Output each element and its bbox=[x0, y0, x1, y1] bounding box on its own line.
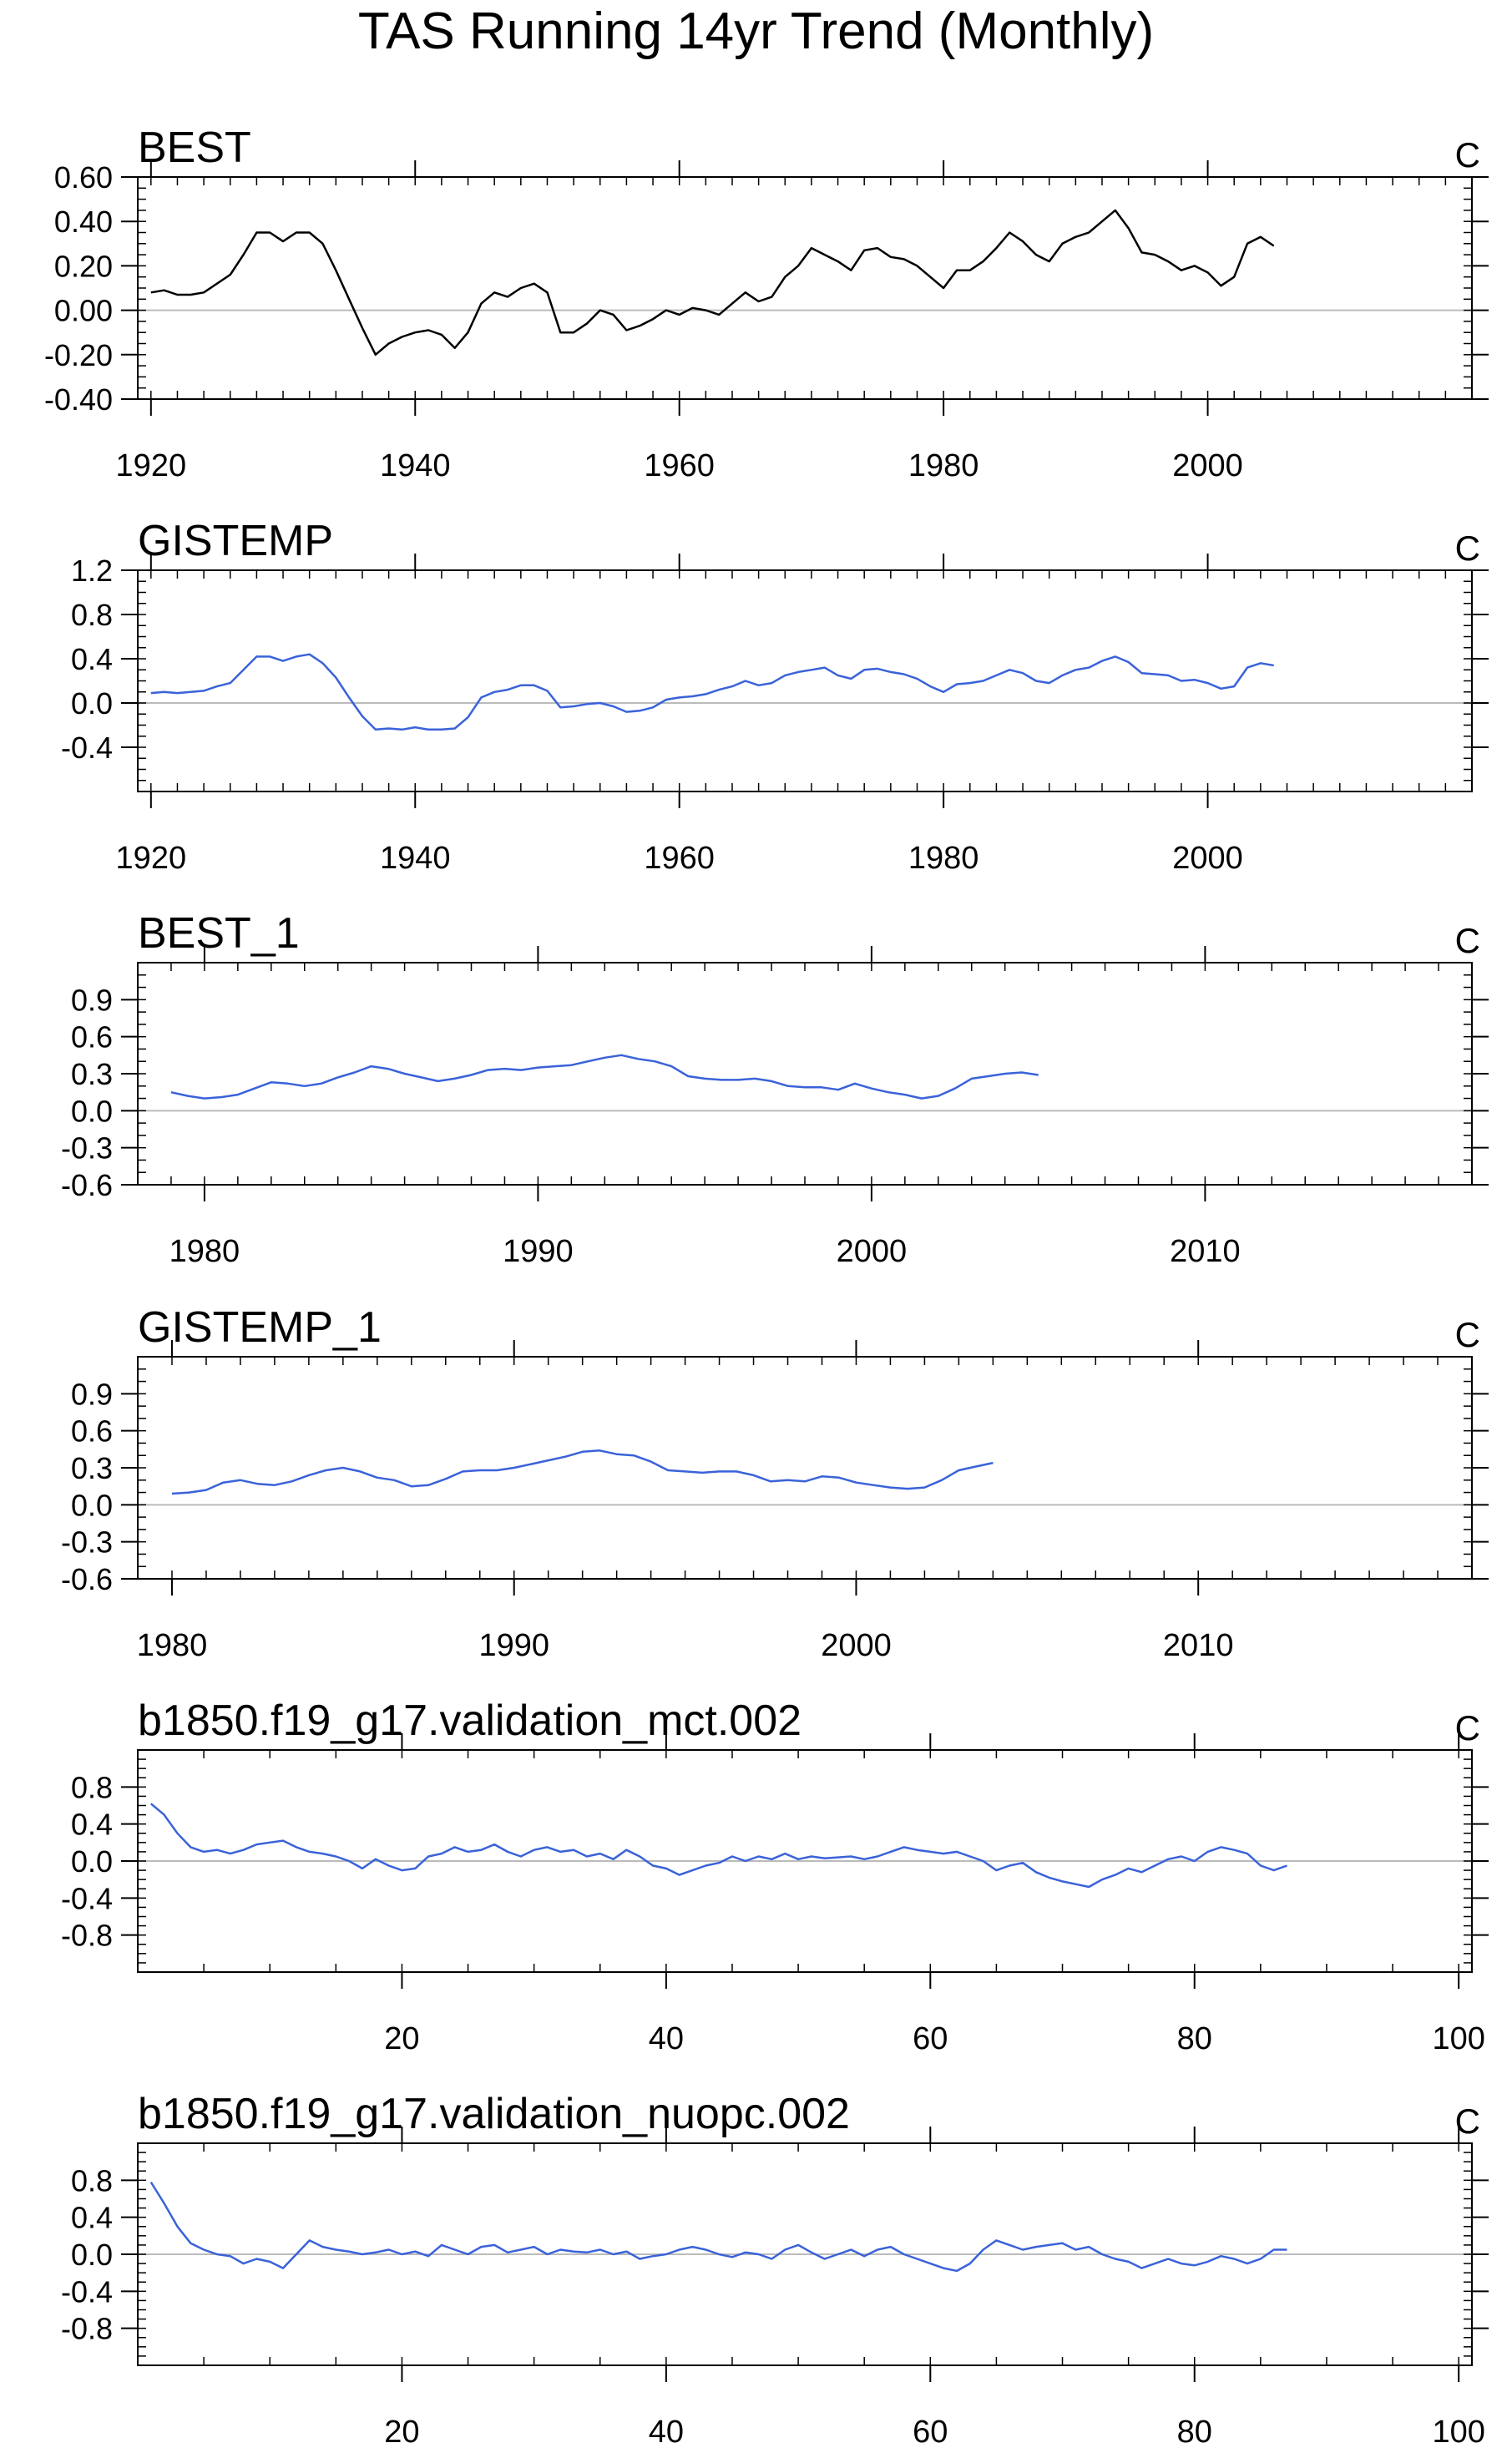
x-tick-label: 60 bbox=[913, 2415, 948, 2450]
x-tick-label: 1980 bbox=[169, 1234, 240, 1269]
plot-frame bbox=[137, 176, 1473, 400]
x-tick-label: 2000 bbox=[1172, 841, 1243, 876]
y-tick-label: -0.4 bbox=[61, 2274, 113, 2309]
x-tick-label: 40 bbox=[649, 2021, 684, 2056]
x-tick-label: 2000 bbox=[837, 1234, 908, 1269]
y-tick-label: 0.20 bbox=[54, 249, 113, 283]
x-tick-label: 80 bbox=[1177, 2415, 1212, 2450]
panel-3: BEST_1 C 1980 1990 2000 2010 -0.6-0.30.00.30.6… bbox=[61, 909, 1489, 1269]
y-tick-label: 0.6 bbox=[71, 1020, 113, 1055]
x-tick-label: 1940 bbox=[380, 448, 451, 483]
y-tick-label: 0.00 bbox=[54, 294, 113, 328]
x-tick-label: 1990 bbox=[503, 1234, 574, 1269]
y-tick-label: 0.0 bbox=[71, 1094, 113, 1128]
x-tick-label: 20 bbox=[384, 2021, 419, 2056]
series-line bbox=[170, 1054, 1039, 1100]
y-tick-label: -0.6 bbox=[61, 1168, 113, 1202]
y-tick-label: 0.3 bbox=[71, 1057, 113, 1091]
figure-title: TAS Running 14yr Trend (Monthly) bbox=[357, 3, 1155, 60]
y-tick-label: -0.3 bbox=[61, 1131, 113, 1166]
x-tick-label: 2000 bbox=[1172, 448, 1243, 483]
x-tick-label: 20 bbox=[384, 2415, 419, 2450]
x-tick-label: 60 bbox=[913, 2021, 948, 2056]
y-tick-label: 0.8 bbox=[71, 1770, 113, 1804]
x-tick-label: 40 bbox=[649, 2415, 684, 2450]
series-line bbox=[149, 1803, 1287, 1889]
panel-title: GISTEMP_1 bbox=[138, 1303, 382, 1352]
y-tick-label: 0.4 bbox=[71, 1808, 113, 1842]
plot-frame bbox=[137, 1356, 1473, 1580]
x-tick-label: 1960 bbox=[644, 448, 715, 483]
x-tick-label: 1920 bbox=[116, 841, 187, 876]
y-tick-label: -0.20 bbox=[44, 338, 113, 372]
y-tick-label: 0.0 bbox=[71, 1488, 113, 1522]
panel-title: b1850.f19_g17.validation_mct.002 bbox=[138, 1697, 802, 1745]
y-tick-label: -0.4 bbox=[61, 1881, 113, 1915]
x-tick-label: 1980 bbox=[908, 841, 979, 876]
plot-frame bbox=[137, 1749, 1473, 1973]
panel-1: BEST C 1920 1940 1960 1980 2000 -0.40 -0.20 0.00 0… bbox=[44, 124, 1489, 483]
x-tick-label: 100 bbox=[1432, 2415, 1484, 2450]
panel-title: BEST bbox=[138, 124, 251, 172]
y-tick-label: 0.4 bbox=[71, 642, 113, 676]
x-tick-label: 2010 bbox=[1170, 1234, 1241, 1269]
panel-2: GISTEMP C 1920 1940 1960 1980 2000 -0.4 0.0 0.4 0.… bbox=[61, 517, 1489, 876]
y-tick-label: 0.0 bbox=[71, 2238, 113, 2272]
y-tick-label: 1.2 bbox=[71, 554, 113, 588]
y-tick-label: 0.8 bbox=[71, 2163, 113, 2198]
x-tick-label: 2010 bbox=[1163, 1628, 1234, 1663]
y-tick-label: -0.6 bbox=[61, 1562, 113, 1596]
series-line bbox=[171, 1449, 994, 1495]
panel-5: b1850.f19_g17.validation_mct.002 C20 40 60 8… bbox=[61, 1697, 1489, 2056]
panel-6: b1850.f19_g17.validation_nuopc.002 C20 40 6… bbox=[61, 2090, 1489, 2450]
y-tick-label: 0.9 bbox=[71, 983, 113, 1017]
plot-frame bbox=[137, 2142, 1473, 2366]
x-tick-label: 1980 bbox=[908, 448, 979, 483]
y-tick-label: 0.4 bbox=[71, 2201, 113, 2235]
x-tick-label: 1990 bbox=[478, 1628, 549, 1663]
panel-title: GISTEMP bbox=[138, 517, 333, 565]
plot-frame bbox=[137, 962, 1473, 1186]
x-tick-label: 1980 bbox=[137, 1628, 208, 1663]
x-tick-label: 2000 bbox=[821, 1628, 892, 1663]
units-label: C bbox=[1455, 135, 1480, 174]
series-line bbox=[149, 2181, 1287, 2273]
y-tick-label: 0.9 bbox=[71, 1377, 113, 1411]
y-tick-label: 0.0 bbox=[71, 1844, 113, 1879]
y-tick-label: 0.40 bbox=[54, 205, 113, 239]
x-tick-label: 1940 bbox=[380, 841, 451, 876]
x-tick-label: 1920 bbox=[116, 448, 187, 483]
series-line bbox=[150, 653, 1274, 731]
y-tick-label: -0.4 bbox=[61, 731, 113, 765]
y-tick-label: 0.6 bbox=[71, 1414, 113, 1449]
panel-title: b1850.f19_g17.validation_nuopc.002 bbox=[138, 2090, 850, 2138]
x-tick-label: 80 bbox=[1177, 2021, 1212, 2056]
series-line bbox=[150, 209, 1275, 357]
panel-title: BEST_1 bbox=[138, 909, 300, 958]
y-tick-label: -0.8 bbox=[61, 2312, 113, 2346]
y-tick-label: -0.40 bbox=[44, 382, 113, 417]
x-tick-label: 100 bbox=[1432, 2021, 1484, 2056]
units-label: C bbox=[1455, 529, 1480, 568]
y-tick-label: 0.3 bbox=[71, 1451, 113, 1485]
y-tick-label: -0.8 bbox=[61, 1919, 113, 1953]
y-tick-label: 0.8 bbox=[71, 598, 113, 632]
y-tick-label: 0.60 bbox=[54, 160, 113, 195]
y-tick-label: 0.0 bbox=[71, 686, 113, 721]
x-tick-label: 1960 bbox=[644, 841, 715, 876]
panel-4: GISTEMP_1 C 1980 1990 2000 2010 -0.6-0.30.00.3… bbox=[61, 1303, 1489, 1663]
y-tick-label: -0.3 bbox=[61, 1525, 113, 1560]
units-label: C bbox=[1455, 1315, 1480, 1354]
plot-frame bbox=[137, 569, 1473, 792]
units-label: C bbox=[1455, 921, 1480, 960]
